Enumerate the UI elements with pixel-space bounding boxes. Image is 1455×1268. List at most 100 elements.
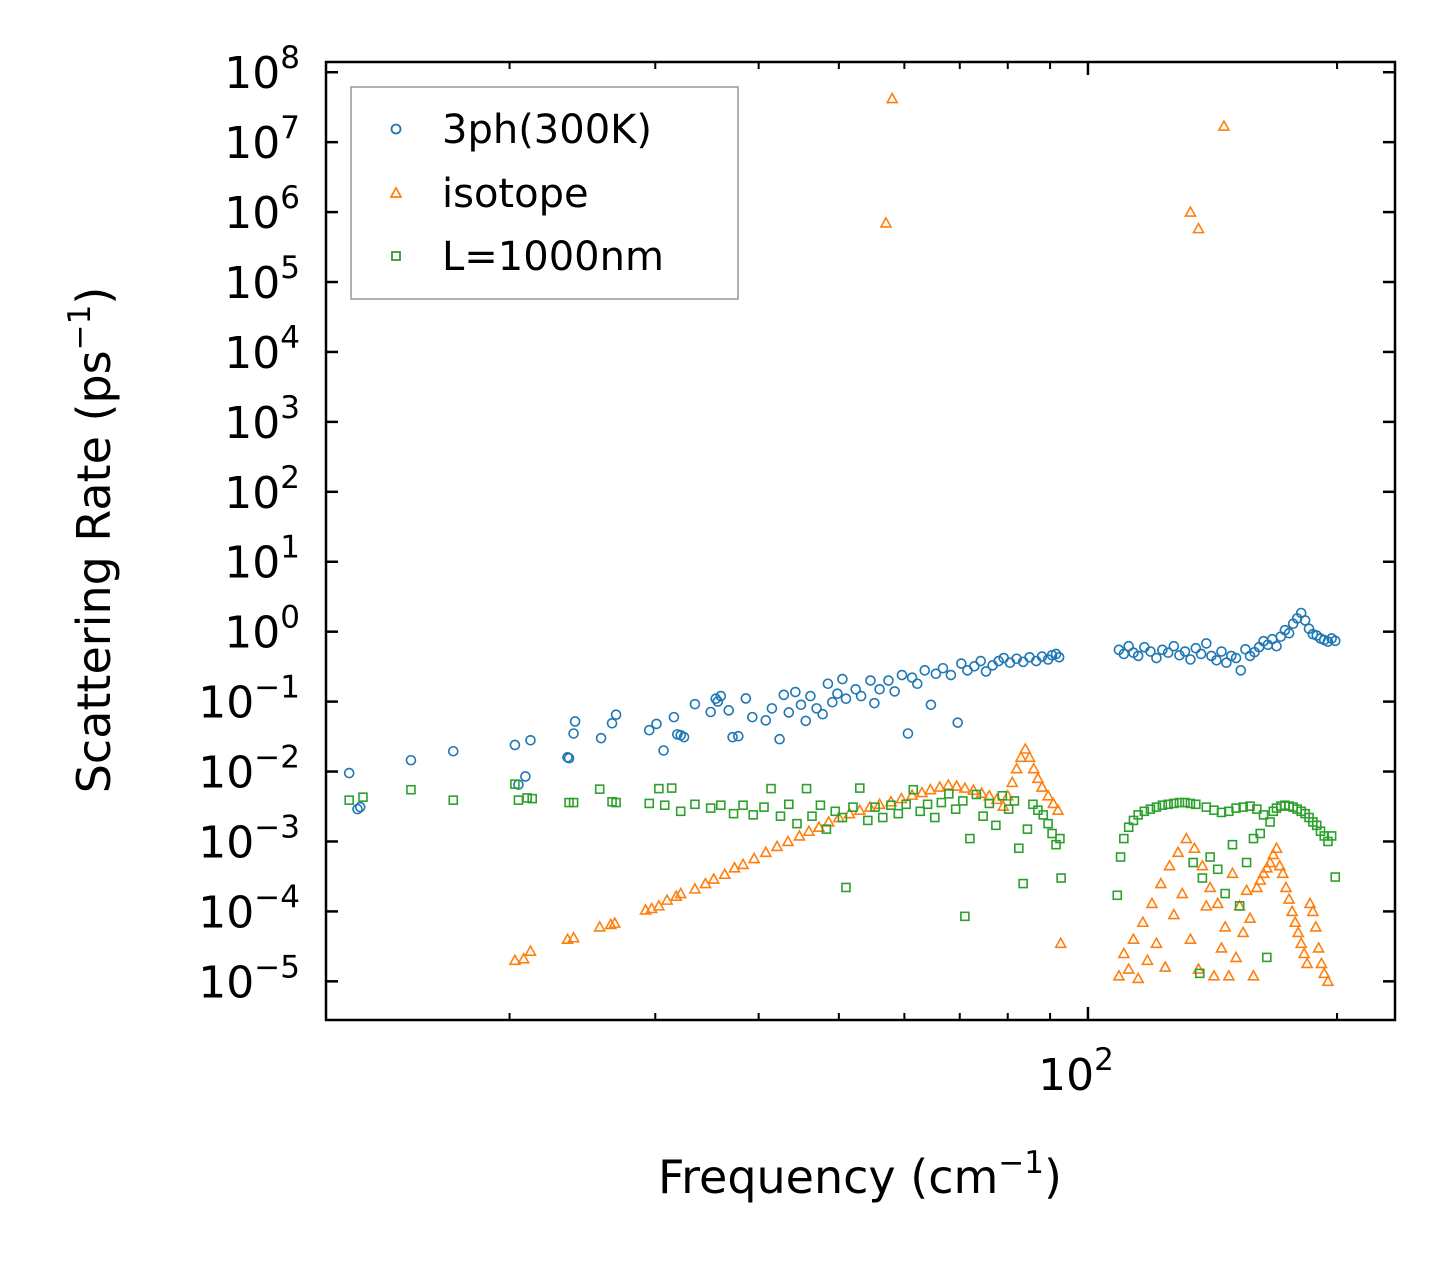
- data-point-triangle: [1035, 780, 1049, 792]
- x-axis-title: Frequency (cm−1): [658, 1145, 1062, 1204]
- data-point-circle: [855, 690, 867, 702]
- data-point-triangle: [718, 867, 732, 880]
- y-tick-label: 107: [224, 110, 300, 169]
- data-point-square: [1115, 852, 1126, 862]
- data-point-square: [950, 804, 961, 814]
- data-point-circle: [668, 711, 680, 723]
- data-point-square: [971, 789, 982, 800]
- data-point-square: [1265, 817, 1275, 827]
- data-point-triangle: [1309, 920, 1323, 932]
- data-point-triangle: [593, 920, 607, 932]
- data-point-triangle: [1163, 859, 1176, 871]
- data-point-triangle: [1211, 896, 1225, 909]
- data-point-triangle: [1196, 859, 1209, 871]
- data-point-circle: [651, 718, 662, 730]
- data-point-square: [936, 797, 947, 808]
- data-point-triangle: [759, 845, 773, 858]
- data-point-triangle: [1018, 742, 1032, 754]
- data-point-circle: [906, 672, 918, 683]
- data-point-square: [1018, 878, 1028, 889]
- data-point-circle: [610, 709, 622, 720]
- data-point-square: [1326, 831, 1337, 841]
- plot-area-frame: [324, 60, 1397, 1022]
- data-point-triangle: [608, 916, 622, 928]
- data-point-square: [1194, 968, 1205, 979]
- legend-entry-l1000nm: L=1000nm: [391, 234, 664, 280]
- data-point-circle: [715, 690, 727, 702]
- data-point-triangle: [1184, 205, 1197, 217]
- data-point-square: [659, 800, 670, 811]
- data-point-circle: [1299, 615, 1311, 626]
- data-point-square: [705, 803, 716, 813]
- data-point-square: [815, 800, 826, 811]
- data-point-circle: [658, 745, 669, 756]
- data-point-triangle: [604, 917, 618, 930]
- data-point-circle: [1179, 646, 1191, 657]
- legend-marker-triangle: [389, 186, 403, 198]
- data-point-circle: [1132, 650, 1144, 662]
- data-point-circle: [827, 696, 838, 708]
- data-point-circle: [883, 675, 894, 686]
- data-point-square: [728, 808, 739, 819]
- data-point-triangle: [1122, 962, 1136, 974]
- series-square: [344, 779, 1341, 979]
- data-point-circle: [1329, 635, 1341, 647]
- data-point-square: [510, 779, 520, 789]
- data-point-triangle: [1218, 920, 1232, 932]
- data-point-triangle: [770, 839, 784, 852]
- data-point-square: [886, 800, 896, 811]
- data-point-triangle: [1217, 119, 1231, 131]
- data-point-triangle: [1222, 969, 1236, 981]
- data-point-circle: [832, 688, 843, 699]
- data-point-square: [344, 795, 354, 805]
- data-point-circle: [837, 673, 848, 685]
- data-point-circle: [1145, 646, 1156, 657]
- data-point-circle: [723, 705, 735, 716]
- data-point-square: [801, 783, 812, 794]
- data-point-triangle: [1199, 899, 1213, 911]
- data-point-circle: [1151, 652, 1162, 664]
- data-point-circle: [1225, 650, 1237, 662]
- data-point-circle: [896, 669, 908, 681]
- data-point-square: [837, 812, 848, 823]
- data-point-circle: [956, 658, 967, 669]
- data-point-circle: [1200, 638, 1212, 649]
- data-point-circle: [889, 686, 900, 697]
- data-point-square: [1185, 798, 1196, 809]
- data-point-square: [748, 810, 759, 820]
- data-point-triangle: [1282, 892, 1296, 904]
- x-tick-label: 102: [1038, 1042, 1114, 1101]
- data-point-triangle: [1023, 750, 1036, 763]
- data-point-square: [594, 784, 605, 794]
- data-point-square: [1169, 798, 1179, 809]
- data-point-circle: [945, 669, 957, 681]
- data-point-triangle: [736, 857, 750, 870]
- data-point-circle: [525, 734, 536, 746]
- data-point-triangle: [1158, 960, 1172, 972]
- data-point-circle: [980, 666, 992, 677]
- data-point-square: [784, 799, 794, 810]
- legend-label-l1000nm: L=1000nm: [442, 234, 664, 280]
- data-point-circle: [606, 717, 618, 729]
- data-point-circle: [805, 690, 816, 702]
- data-point-square: [690, 799, 700, 810]
- data-point-circle: [710, 693, 722, 705]
- data-point-triangle: [1046, 796, 1060, 809]
- data-point-square: [1330, 872, 1341, 882]
- data-point-square: [1205, 852, 1215, 862]
- data-point-triangle: [941, 778, 955, 790]
- data-point-triangle: [1167, 907, 1181, 920]
- data-point-triangle: [517, 952, 531, 964]
- data-point-square: [1112, 890, 1123, 901]
- data-point-square: [654, 783, 664, 794]
- y-tick-label: 103: [224, 390, 300, 449]
- data-point-circle: [1168, 640, 1180, 652]
- data-point-triangle: [1321, 974, 1335, 987]
- data-point-circle: [727, 731, 738, 743]
- data-point-triangle: [958, 781, 972, 793]
- data-point-square: [792, 818, 802, 829]
- y-tick-label: 106: [224, 180, 300, 239]
- data-point-triangle: [652, 899, 666, 911]
- data-point-triangle: [975, 786, 989, 799]
- data-point-square: [915, 806, 925, 817]
